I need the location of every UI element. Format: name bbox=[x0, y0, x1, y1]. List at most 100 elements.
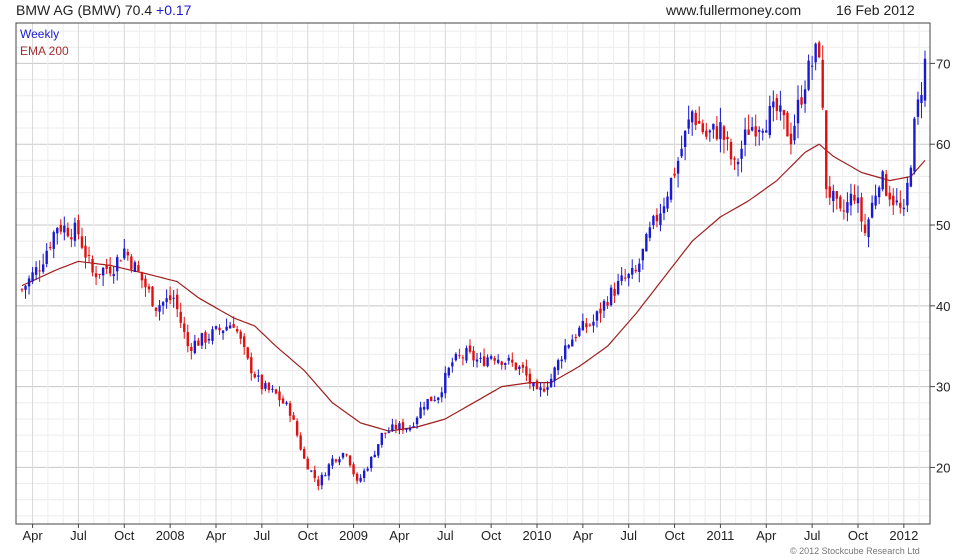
candle-body bbox=[708, 130, 712, 133]
candle-body bbox=[243, 336, 246, 347]
candle-body bbox=[683, 130, 687, 148]
candle-body bbox=[740, 148, 743, 159]
candle-body bbox=[84, 245, 87, 258]
x-axis: Apr Jul Oct 2008 Apr Jul Oct 2009 Apr Jul Oct 2010 A… bbox=[22, 524, 918, 543]
candle-body bbox=[454, 354, 458, 361]
candle-body bbox=[602, 300, 606, 311]
candle-body bbox=[429, 396, 433, 402]
candle-body bbox=[334, 459, 338, 462]
plot-frame bbox=[15, 22, 931, 525]
candle-body bbox=[479, 357, 482, 359]
candle-body bbox=[659, 213, 662, 226]
y-tick-label: 70 bbox=[936, 56, 950, 71]
candle-body bbox=[578, 327, 581, 336]
y-tick-label: 30 bbox=[936, 380, 950, 395]
candle-body bbox=[320, 474, 324, 486]
x-tick-label: Jul bbox=[70, 528, 87, 543]
candle-body bbox=[828, 186, 831, 198]
y-tick-label: 20 bbox=[936, 460, 950, 475]
candle-body bbox=[281, 398, 285, 404]
candle-body bbox=[504, 363, 507, 365]
y-axis: 20 30 40 50 60 70 bbox=[930, 56, 950, 475]
candle-body bbox=[193, 340, 197, 353]
candle-body bbox=[31, 272, 34, 282]
candle-body bbox=[292, 415, 295, 420]
candle-body bbox=[719, 122, 722, 140]
x-tick-label: Jul bbox=[620, 528, 637, 543]
candle-body bbox=[116, 257, 119, 272]
candle-body bbox=[507, 357, 510, 361]
candle-body bbox=[846, 202, 849, 213]
candle-body bbox=[567, 345, 570, 348]
candle-body bbox=[870, 202, 874, 218]
candle-body bbox=[906, 182, 909, 206]
candle-body bbox=[680, 148, 683, 157]
candle-body bbox=[387, 431, 391, 433]
candle-body bbox=[655, 214, 659, 222]
candle-body bbox=[310, 470, 313, 472]
candle-body bbox=[511, 359, 514, 363]
price-change: +0.17 bbox=[156, 2, 192, 18]
candle-body bbox=[366, 468, 369, 471]
y-tick-label: 40 bbox=[936, 299, 950, 314]
legend-weekly: Weekly bbox=[20, 27, 60, 41]
candle-body bbox=[775, 98, 779, 111]
source-url[interactable]: www.fullermoney.com bbox=[666, 2, 802, 18]
candle-body bbox=[920, 94, 923, 103]
candle-body bbox=[225, 326, 228, 331]
candle-body bbox=[856, 197, 860, 204]
candle-body bbox=[754, 126, 757, 137]
candle-body bbox=[729, 141, 733, 160]
candle-body bbox=[260, 374, 264, 390]
candle-body bbox=[588, 324, 592, 326]
candle-body bbox=[123, 248, 126, 259]
candle-body bbox=[20, 289, 24, 291]
candle-body bbox=[807, 60, 810, 90]
x-tick-label: 2008 bbox=[156, 528, 185, 543]
candle-body bbox=[324, 475, 327, 477]
candle-body bbox=[796, 99, 800, 124]
candle-body bbox=[465, 348, 468, 361]
candle-body bbox=[542, 388, 546, 392]
candle-body bbox=[500, 361, 503, 365]
candle-body bbox=[172, 297, 175, 299]
candle-body bbox=[916, 99, 920, 117]
candle-body bbox=[712, 123, 715, 130]
candle-body bbox=[147, 286, 151, 290]
candle-body bbox=[913, 118, 916, 172]
candle-body bbox=[77, 220, 80, 235]
candle-body bbox=[585, 323, 588, 328]
candle-body bbox=[641, 248, 645, 261]
candle-body bbox=[151, 286, 154, 307]
candle-body bbox=[154, 307, 158, 311]
candle-body bbox=[863, 224, 867, 234]
candle-body bbox=[112, 274, 115, 277]
candle-body bbox=[394, 424, 398, 430]
candle-body bbox=[373, 454, 376, 458]
candle-body bbox=[211, 329, 214, 341]
candle-body bbox=[52, 232, 55, 249]
candle-body bbox=[528, 373, 532, 384]
candle-body bbox=[295, 421, 299, 436]
candle-body bbox=[133, 262, 137, 273]
candle-body bbox=[556, 360, 560, 371]
candle-body bbox=[793, 125, 796, 141]
candle-body bbox=[849, 193, 853, 206]
candle-body bbox=[140, 271, 144, 281]
candles bbox=[20, 40, 927, 491]
candle-body bbox=[24, 285, 27, 290]
candle-body bbox=[599, 308, 602, 314]
candle-body bbox=[613, 289, 616, 296]
candle-body bbox=[380, 432, 383, 445]
x-tick-label: Jul bbox=[254, 528, 271, 543]
candle-body bbox=[535, 380, 539, 390]
candle-body bbox=[525, 366, 528, 376]
candle-body bbox=[317, 479, 320, 487]
candle-body bbox=[539, 387, 542, 391]
candle-body bbox=[652, 215, 655, 226]
candle-body bbox=[810, 65, 814, 67]
candle-body bbox=[190, 346, 193, 351]
candle-body bbox=[27, 278, 31, 287]
candle-body bbox=[288, 403, 292, 416]
